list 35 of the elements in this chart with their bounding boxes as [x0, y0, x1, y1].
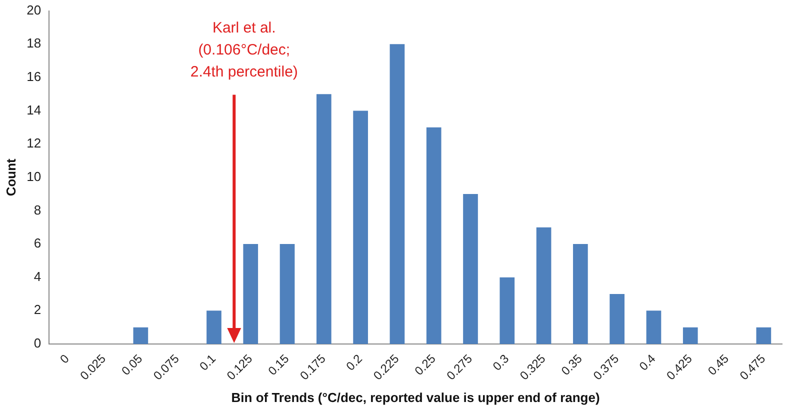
y-tick-label: 18: [26, 36, 42, 51]
x-axis-title: Bin of Trends (°C/dec, reported value is upper end of range): [231, 390, 600, 405]
y-tick-label: 2: [34, 302, 42, 318]
bar: [646, 310, 662, 344]
bar: [390, 44, 405, 344]
bar: [133, 327, 148, 344]
x-tick-label: 0.1: [196, 351, 219, 374]
bar: [610, 294, 625, 344]
y-tick-label: 16: [26, 69, 42, 84]
y-tick-label: 8: [34, 202, 42, 218]
y-tick-label: 6: [34, 236, 42, 251]
bar: [206, 310, 222, 344]
y-tick-label: 4: [34, 268, 42, 284]
x-tick-label: 0.3: [490, 351, 512, 374]
bar: [280, 244, 295, 344]
x-tick-label: 0.2: [343, 351, 366, 374]
bar: [426, 127, 442, 344]
bar: [536, 227, 552, 344]
y-tick-label: 10: [26, 168, 42, 184]
bar: [243, 244, 258, 344]
y-axis-title: Count: [3, 158, 18, 196]
x-tick-label: 0: [57, 351, 72, 366]
y-tick-label: 14: [26, 102, 42, 118]
y-tick-label: 20: [26, 2, 42, 18]
bar: [463, 194, 478, 344]
bar: [500, 277, 515, 344]
bar: [682, 327, 698, 344]
y-tick-label: 0: [34, 336, 42, 351]
bar: [573, 244, 588, 344]
y-tick-label: 12: [26, 136, 42, 151]
annotation: Karl et al. (0.106°C/dec; 2.4th percentile): [190, 19, 298, 80]
bar: [756, 327, 772, 344]
bar: [316, 94, 332, 344]
x-tick-label: 0.4: [636, 351, 658, 374]
bar: [353, 110, 368, 344]
